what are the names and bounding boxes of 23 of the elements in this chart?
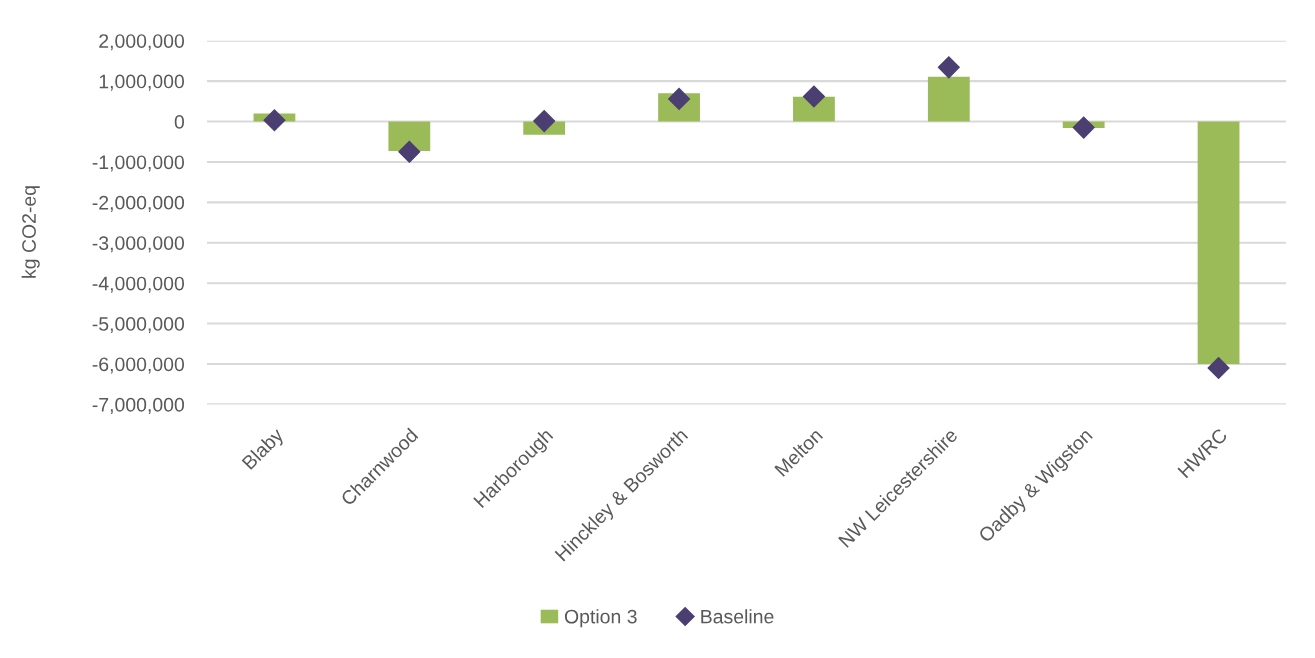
bar (388, 121, 431, 152)
y-tick-label: -6,000,000 (92, 357, 185, 374)
point (802, 85, 825, 108)
y-tick-label: -7,000,000 (92, 397, 185, 414)
y-tick-label: -3,000,000 (92, 236, 185, 253)
point (937, 56, 960, 79)
legend-label: Option 3 (564, 609, 637, 628)
y-tick-label: 0 (174, 114, 185, 129)
point (1072, 116, 1095, 139)
y-tick-label: -5,000,000 (92, 317, 185, 334)
y-tick-label: -1,000,000 (92, 155, 185, 172)
y-tick-label: 1,000,000 (99, 74, 185, 91)
y-axis-title: kg CO2-eq (21, 186, 40, 278)
point (263, 109, 286, 132)
point (533, 110, 556, 133)
point (398, 140, 421, 163)
point (1207, 357, 1230, 380)
y-tick-label: -4,000,000 (92, 276, 185, 293)
y-tick-label: -2,000,000 (92, 195, 185, 212)
bar (1197, 121, 1240, 364)
legend-label: Baseline (701, 609, 774, 624)
y-tick-label: 2,000,000 (99, 34, 185, 51)
bar (927, 76, 970, 122)
